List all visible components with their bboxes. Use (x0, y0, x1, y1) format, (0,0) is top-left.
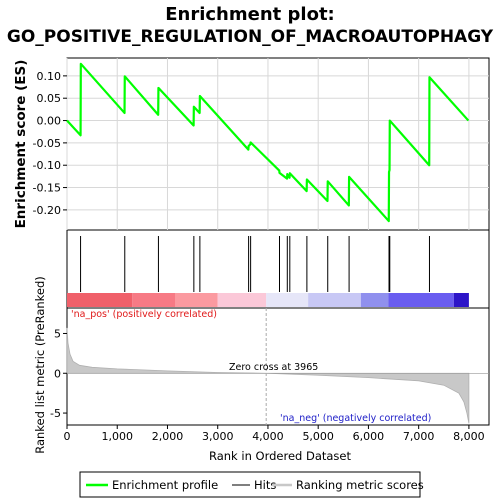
es-grid (66, 58, 489, 230)
gradient-bar (67, 293, 469, 307)
x-tick-label: 3,000 (202, 430, 234, 443)
es-y-tick-label: 0.00 (37, 115, 62, 128)
x-ticks: 0 1,000 2,000 3,000 4,000 5,000 6,000 7,000 8,00… (64, 425, 485, 443)
x-tick-label: 4,000 (252, 430, 284, 443)
gradient-segment (217, 293, 267, 307)
x-tick-label: 7,000 (403, 430, 435, 443)
x-tick-label: 1,000 (101, 430, 133, 443)
legend-ranking-label: Ranking metric scores (296, 478, 424, 492)
es-y-tick-label: -0.15 (33, 182, 61, 195)
gradient-segment (67, 293, 133, 307)
es-y-ticks: 0.10 0.05 0.00 -0.05 -0.10 -0.15 -0.20 (33, 70, 67, 217)
enrichment-profile-line (66, 62, 470, 223)
gradient-segment (308, 293, 361, 307)
x-tick-label: 5,000 (302, 430, 334, 443)
x-tick-label: 6,000 (353, 430, 385, 443)
es-y-axis-label: Enrichment score (ES) (13, 60, 29, 229)
ranking-metric-area (66, 327, 470, 424)
x-tick-label: 2,000 (152, 430, 184, 443)
es-y-tick-label: -0.05 (33, 137, 61, 150)
zero-cross-label: Zero cross at 3965 (229, 362, 318, 373)
es-y-tick-label: -0.20 (33, 204, 61, 217)
es-y-tick-label: 0.10 (37, 70, 62, 83)
gradient-segment (453, 293, 469, 307)
ranked-y-tick-label: 5 (54, 327, 61, 340)
gradient-segment (266, 293, 309, 307)
legend-enrichment-label: Enrichment profile (112, 478, 218, 492)
gradient-segment (360, 293, 389, 307)
legend-hits-label: Hits (254, 478, 276, 492)
ranked-y-tick-label: 0 (54, 367, 61, 380)
ranked-metric-group (66, 308, 489, 425)
hits-group (80, 236, 430, 292)
gradient-segment (175, 293, 218, 307)
es-y-tick-label: -0.10 (33, 159, 61, 172)
x-tick-label: 0 (64, 430, 71, 443)
es-series-group (66, 62, 470, 223)
x-tick-label: 8,000 (453, 430, 485, 443)
ranked-y-axis-label: Ranked list metric (PreRanked) (33, 276, 47, 454)
ranked-y-tick-label: -5 (50, 407, 61, 420)
es-y-tick-label: 0.05 (37, 92, 62, 105)
gradient-segment (388, 293, 454, 307)
gradient-segment (132, 293, 176, 307)
chart-title-line1: Enrichment plot: (165, 4, 335, 25)
chart-title-line2: GO_POSITIVE_REGULATION_OF_MACROAUTOPHAGY (6, 27, 494, 47)
pos-label: 'na_pos' (positively correlated) (71, 309, 217, 320)
x-axis-label: Rank in Ordered Dataset (209, 449, 352, 463)
ranked-y-ticks: 5 0 -5 (50, 327, 67, 420)
neg-label: 'na_neg' (negatively correlated) (280, 413, 431, 424)
